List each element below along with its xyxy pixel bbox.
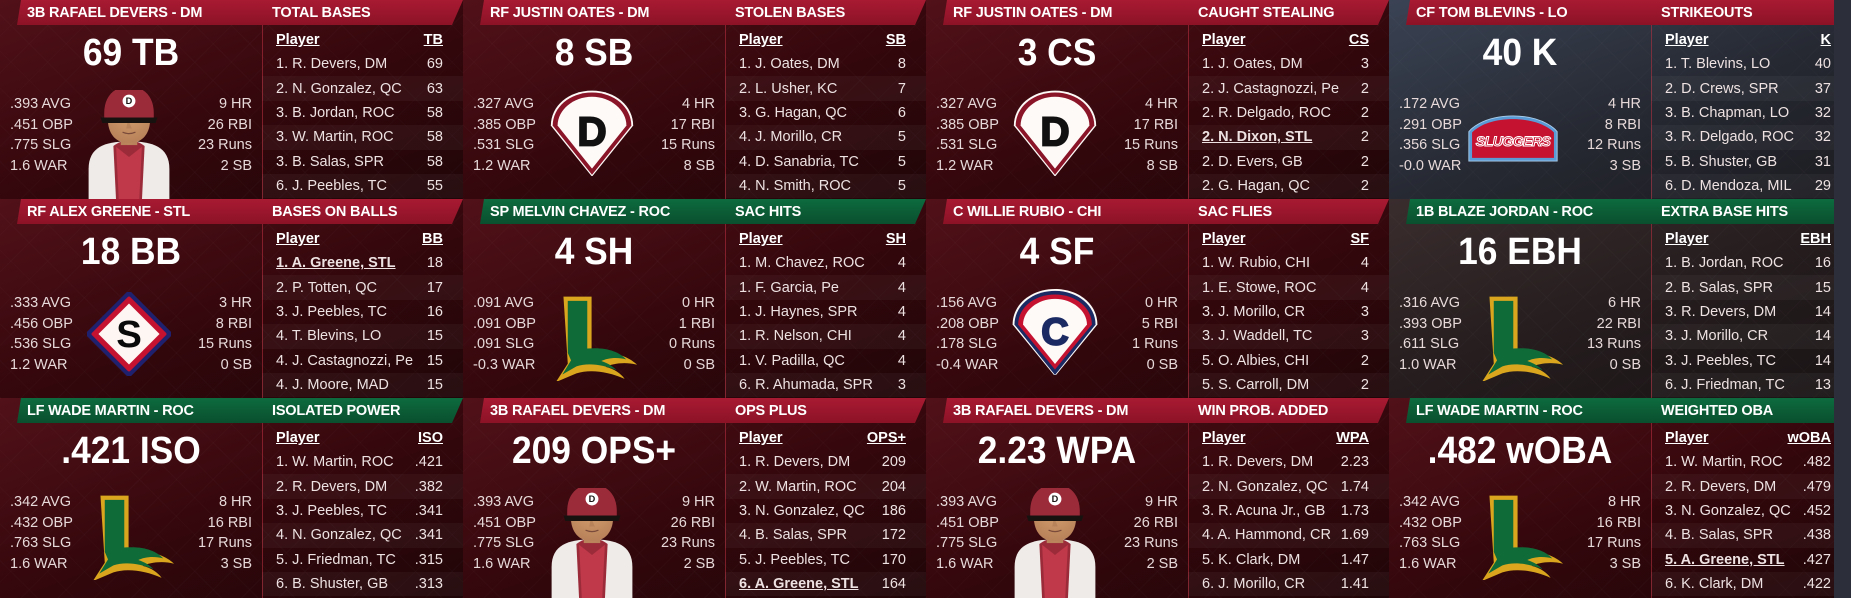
svg-text:D: D — [577, 108, 606, 154]
svg-text:S: S — [116, 313, 142, 356]
svg-text:SLUGGERS: SLUGGERS — [1476, 134, 1552, 150]
svg-text:D: D — [1052, 494, 1059, 504]
svg-text:D: D — [589, 494, 596, 504]
svg-text:C: C — [1041, 311, 1069, 353]
svg-text:D: D — [1040, 108, 1069, 154]
svg-text:D: D — [126, 96, 133, 106]
